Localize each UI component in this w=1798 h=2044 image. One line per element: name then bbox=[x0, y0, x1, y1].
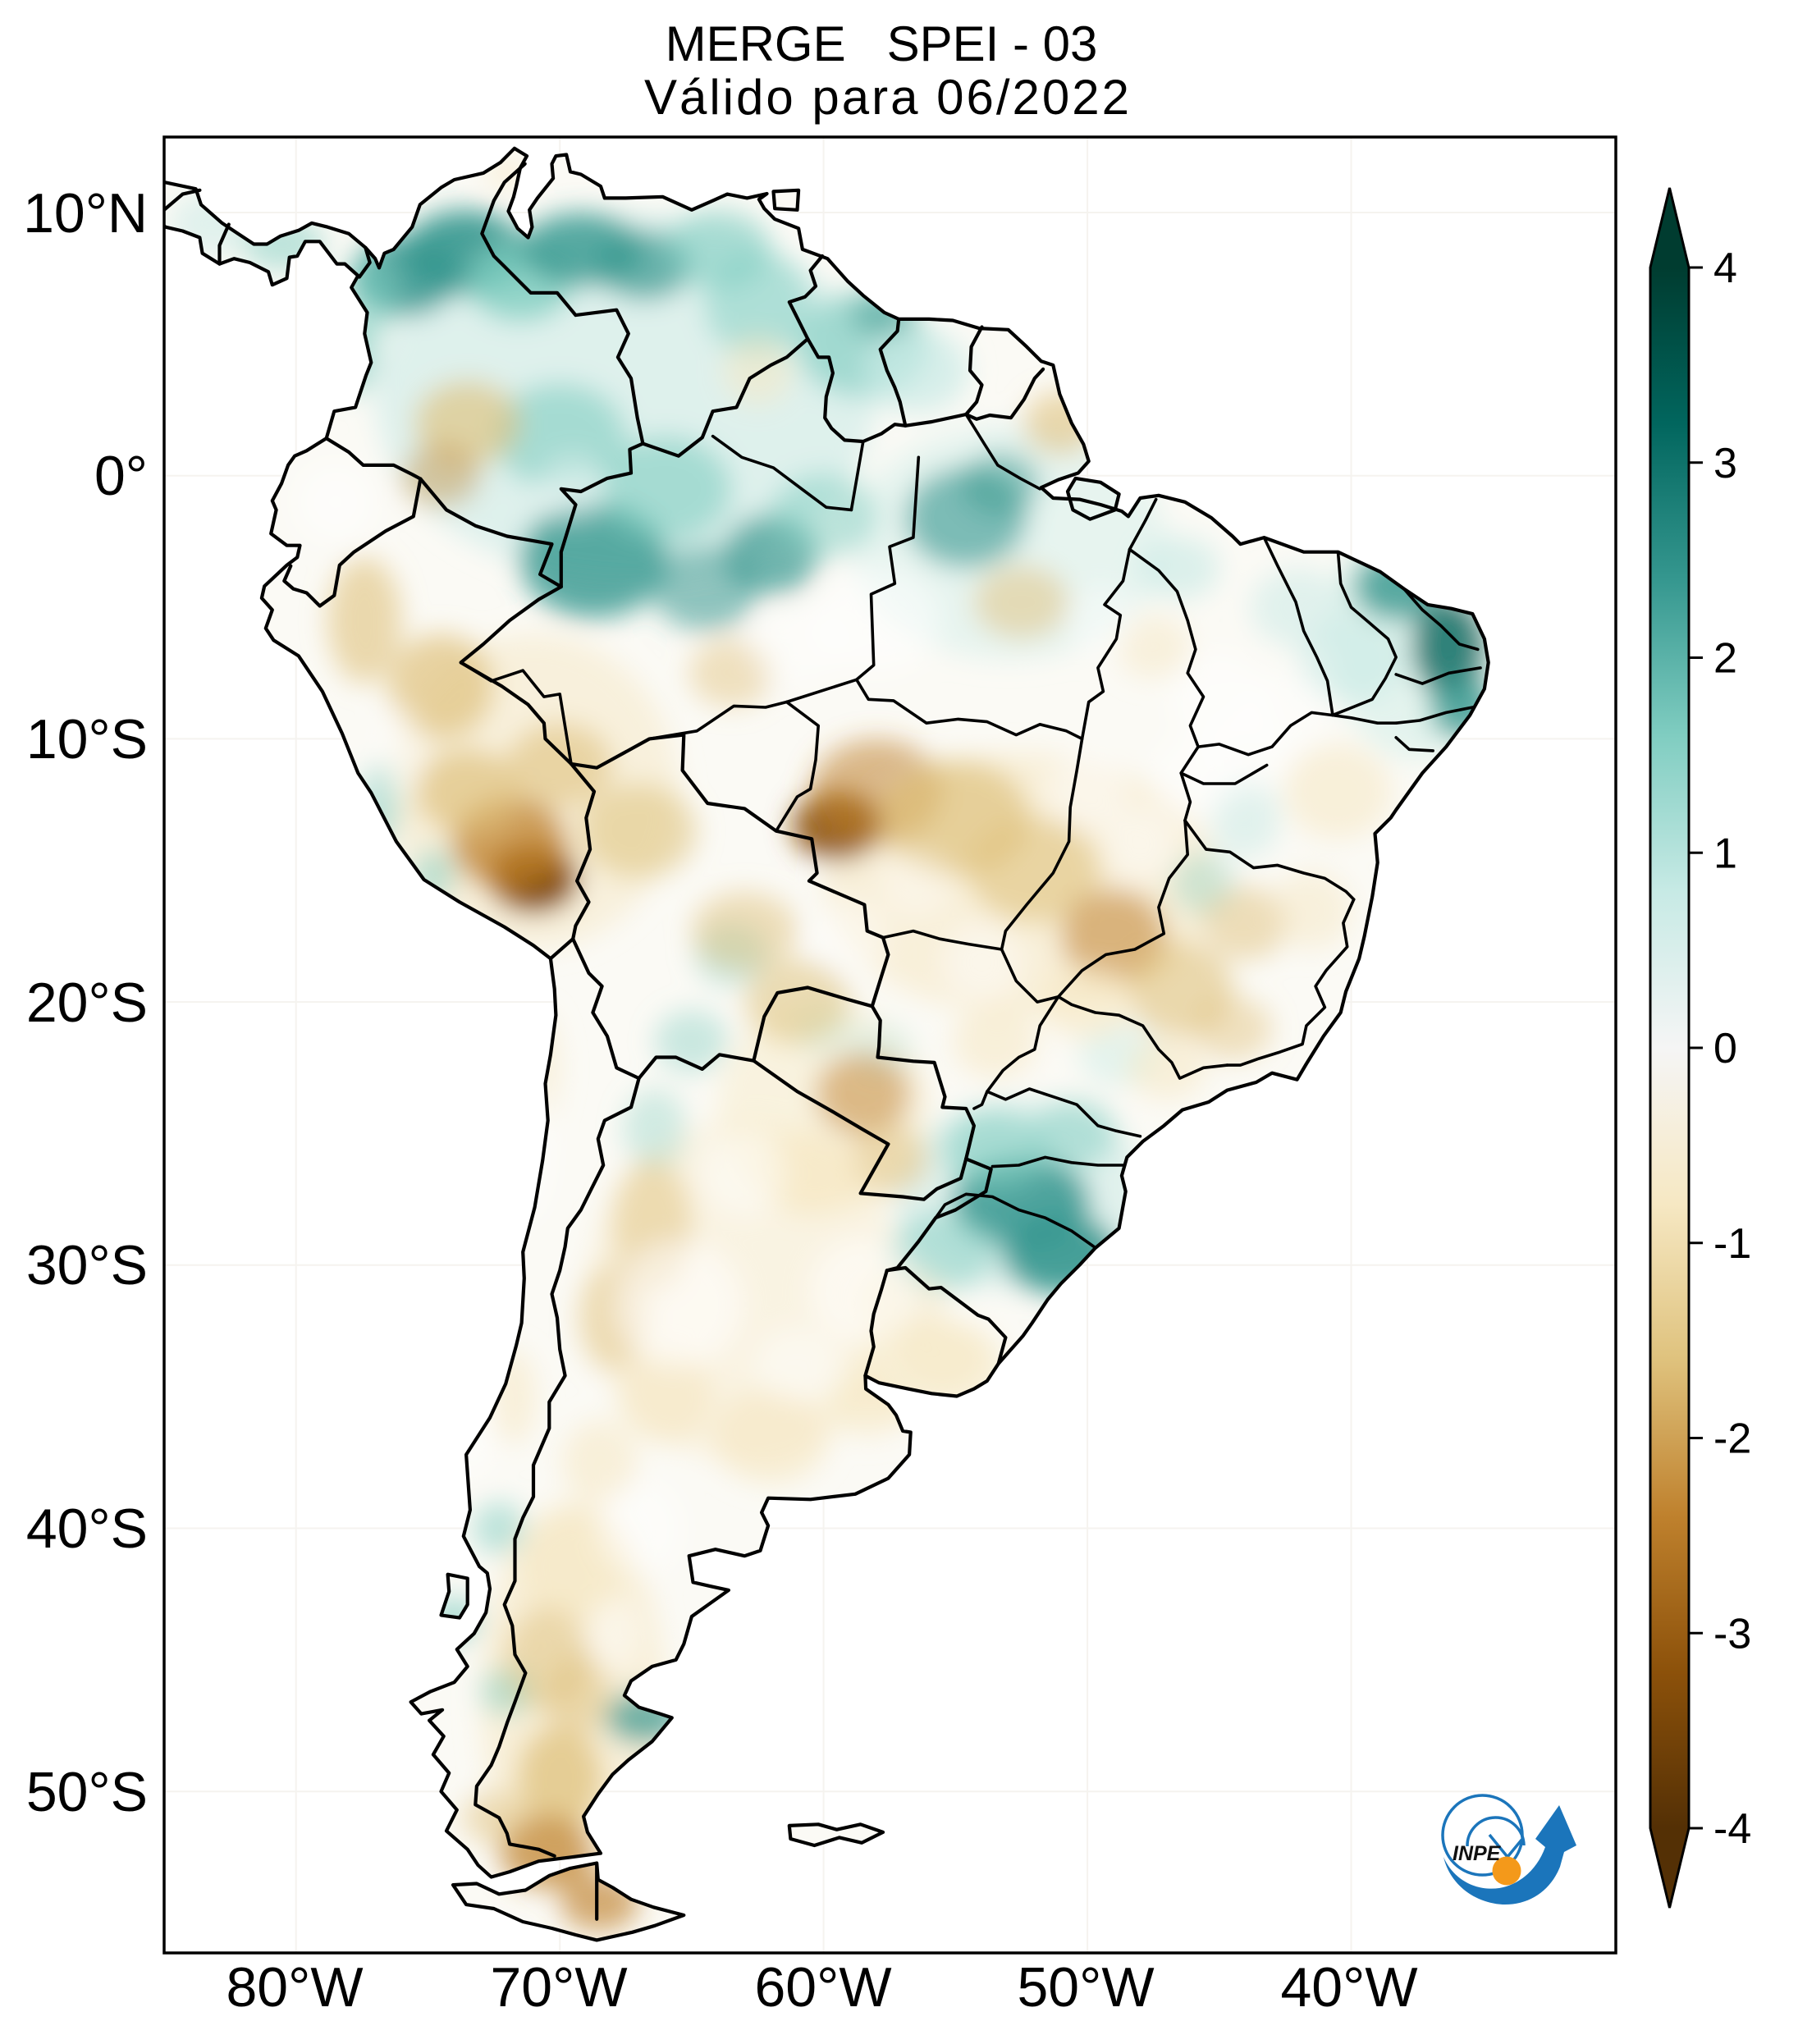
svg-text:60°W: 60°W bbox=[754, 1956, 891, 2019]
svg-text:30°S: 30°S bbox=[26, 1234, 148, 1296]
svg-text:40°S: 40°S bbox=[26, 1498, 148, 1560]
svg-text:10°N: 10°N bbox=[23, 182, 148, 245]
svg-text:80°W: 80°W bbox=[226, 1956, 363, 2019]
svg-text:4: 4 bbox=[1713, 245, 1737, 292]
svg-text:-1: -1 bbox=[1713, 1220, 1751, 1268]
svg-text:INPE: INPE bbox=[1453, 1842, 1502, 1865]
svg-text:Válido para 06/2022: Válido para 06/2022 bbox=[644, 70, 1132, 125]
svg-text:10°S: 10°S bbox=[26, 708, 148, 771]
svg-text:20°S: 20°S bbox=[26, 972, 148, 1034]
svg-text:3: 3 bbox=[1713, 440, 1737, 487]
svg-text:-2: -2 bbox=[1713, 1415, 1751, 1463]
svg-text:-4: -4 bbox=[1713, 1805, 1751, 1853]
svg-text:MERGE SPEI - 03: MERGE SPEI - 03 bbox=[666, 16, 1098, 71]
svg-text:0: 0 bbox=[1713, 1025, 1737, 1072]
svg-text:40°W: 40°W bbox=[1280, 1956, 1417, 2019]
svg-text:0°: 0° bbox=[94, 445, 148, 507]
svg-text:-3: -3 bbox=[1713, 1610, 1751, 1658]
svg-text:50°W: 50°W bbox=[1017, 1956, 1154, 2019]
svg-text:50°S: 50°S bbox=[26, 1761, 148, 1823]
svg-text:70°W: 70°W bbox=[490, 1956, 627, 2019]
svg-text:1: 1 bbox=[1713, 830, 1737, 877]
svg-text:2: 2 bbox=[1713, 635, 1737, 683]
